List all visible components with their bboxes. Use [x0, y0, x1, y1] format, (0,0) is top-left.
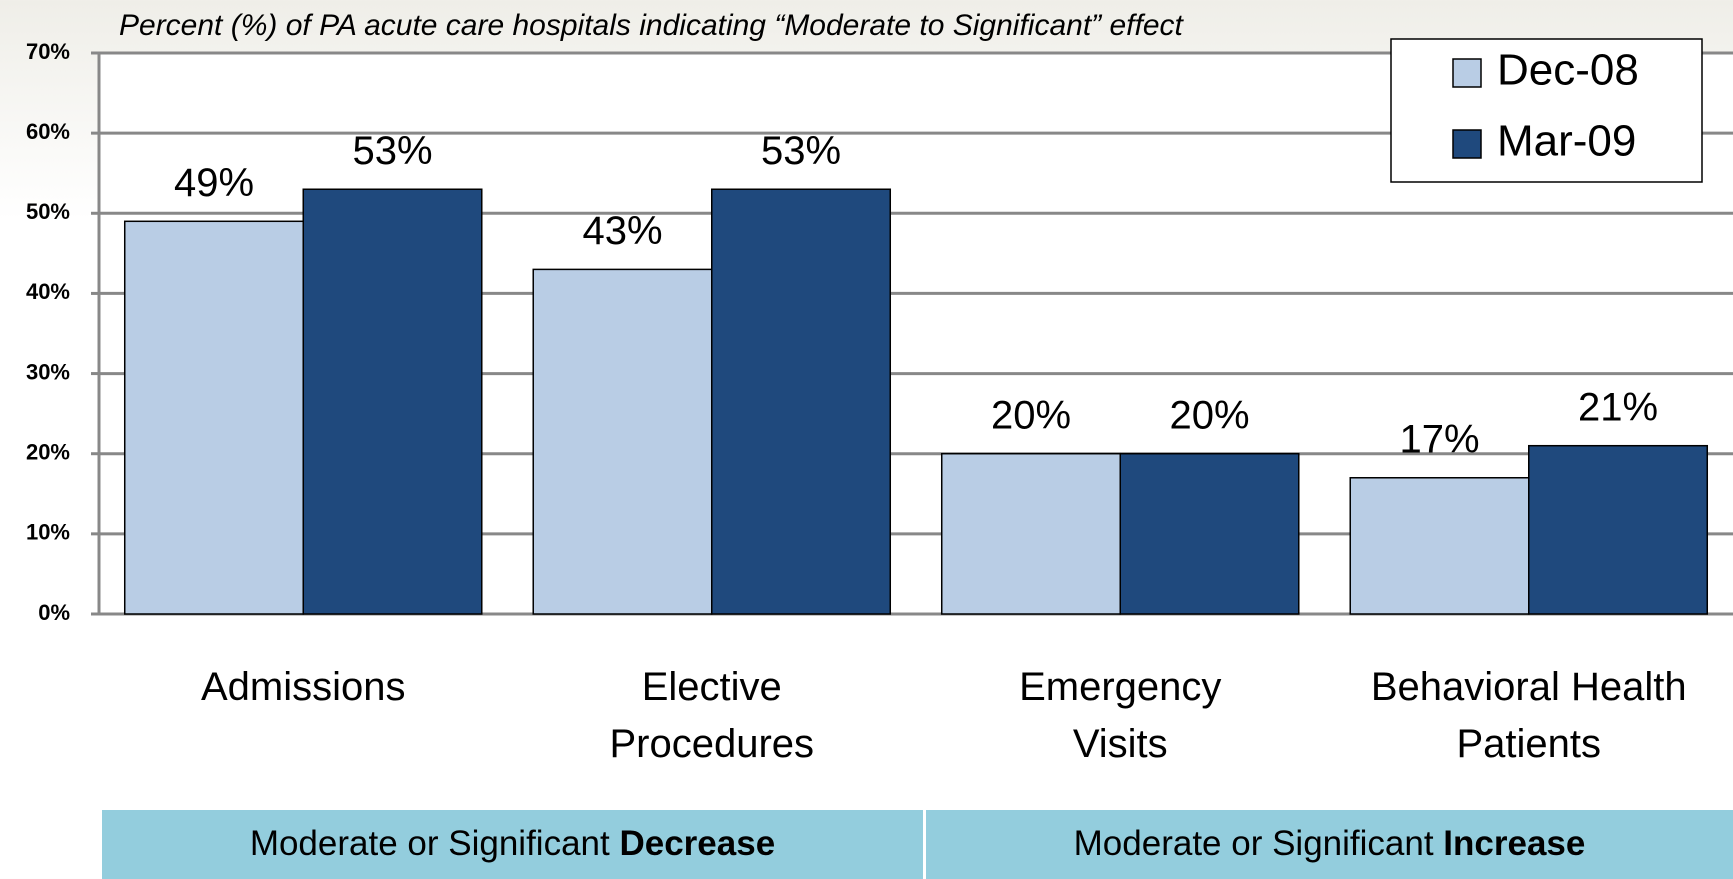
- legend-label: Mar-09: [1497, 117, 1636, 166]
- y-tick-label: 50%: [26, 199, 70, 224]
- y-tick-label: 30%: [26, 359, 70, 384]
- group-label-emphasis: Increase: [1443, 824, 1585, 863]
- x-tick-label-line: Procedures: [609, 722, 814, 766]
- bar: [1119, 452, 1300, 615]
- y-tick-label: 20%: [26, 440, 70, 465]
- group-label-text: Moderate or Significant: [250, 824, 610, 863]
- x-tick-label: Behavioral Health Patients: [1371, 665, 1687, 766]
- x-tick-label-line: Admissions: [201, 665, 406, 709]
- bar: [532, 268, 713, 615]
- bar: [1528, 444, 1709, 615]
- y-tick-label: 40%: [26, 279, 70, 304]
- x-tick-label-line: Elective: [642, 665, 782, 709]
- data-label: 20%: [1169, 393, 1249, 437]
- legend-swatch: [1452, 58, 1482, 88]
- data-label: 17%: [1399, 417, 1479, 461]
- chart-title: Percent (%) of PA acute care hospitals i…: [119, 9, 1185, 42]
- group-band: [102, 810, 923, 879]
- bar: [302, 188, 483, 615]
- x-tick-label-line: Patients: [1456, 722, 1601, 766]
- x-tick-label-line: Visits: [1073, 722, 1168, 766]
- bar: [123, 220, 304, 615]
- x-tick-label: Admissions: [201, 665, 406, 709]
- group-label-emphasis: Decrease: [619, 824, 775, 863]
- x-tick-label-line: Behavioral Health: [1371, 665, 1687, 709]
- group-label: Moderate or Significant Decrease: [250, 824, 775, 863]
- data-label: 20%: [991, 393, 1071, 437]
- legend-box: [1390, 38, 1703, 183]
- data-label: 53%: [761, 129, 841, 173]
- bar: [1349, 477, 1530, 615]
- bar: [711, 188, 892, 615]
- legend-label: Dec-08: [1497, 46, 1639, 95]
- x-tick-label: Elective Procedures: [609, 665, 814, 766]
- group-label: Moderate or Significant Increase: [1074, 824, 1586, 863]
- group-band: [926, 810, 1733, 879]
- legend-swatch: [1452, 129, 1482, 159]
- y-tick-label: 60%: [26, 119, 70, 144]
- group-label-text: Moderate or Significant: [1074, 824, 1434, 863]
- bar: [940, 452, 1121, 615]
- data-label: 21%: [1578, 385, 1658, 429]
- y-tick-label: 10%: [26, 520, 70, 545]
- data-label: 49%: [174, 161, 254, 205]
- x-tick-label: Emergency Visits: [1019, 665, 1221, 766]
- data-label: 53%: [352, 129, 432, 173]
- y-tick-label: 70%: [26, 39, 70, 64]
- y-tick-label: 0%: [38, 600, 70, 625]
- data-label: 43%: [582, 209, 662, 253]
- x-tick-label-line: Emergency: [1019, 665, 1221, 709]
